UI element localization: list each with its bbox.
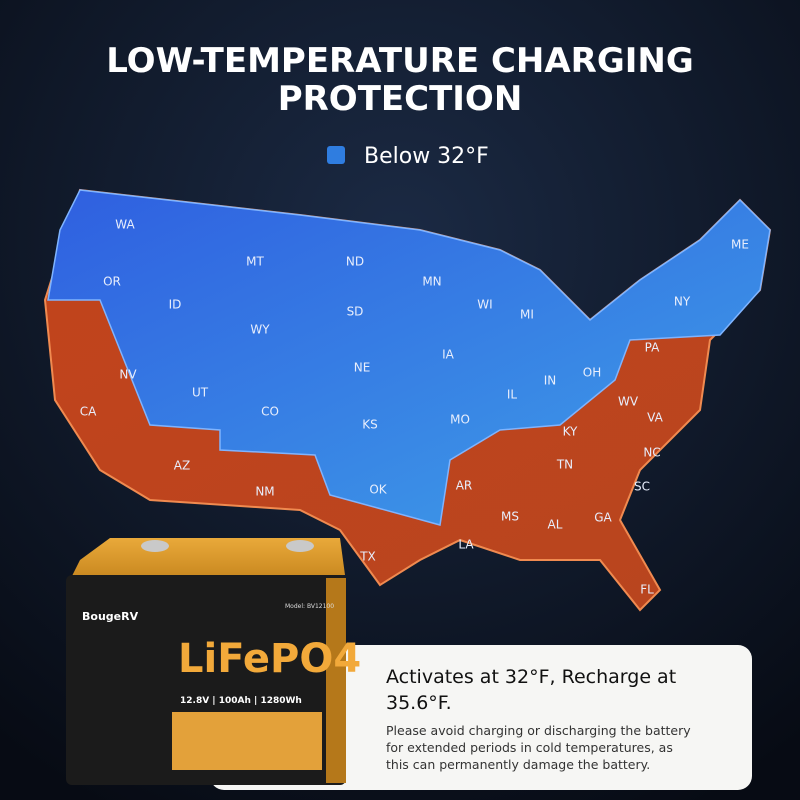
info-heading: Activates at 32°F, Recharge at [386,666,676,688]
terminal [286,540,314,552]
state-label: IA [442,348,455,362]
title: LOW-TEMPERATURE CHARGING PROTECTION [106,41,694,119]
battery-chemistry: LiFePO4 [178,636,361,682]
state-label: WY [250,323,270,337]
state-label: SC [634,480,650,494]
battery: BougeRV Model: BV12100 LiFePO4 12.8V | 1… [66,538,361,785]
map [43,188,772,612]
state-label: ID [169,298,182,312]
state-label: ME [731,238,749,252]
state-label: LA [458,538,474,552]
info-body: Please avoid charging or discharging the… [386,723,691,738]
title-line: LOW-TEMPERATURE CHARGING [106,41,694,81]
state-label: CO [261,405,279,419]
state-label: ND [346,255,364,269]
state-label: VA [647,411,663,425]
state-label: UT [192,386,209,400]
state-label: AR [456,479,473,493]
state-label: PA [645,341,660,355]
battery-brand: BougeRV [82,610,139,623]
battery-side [326,578,346,783]
state-label: GA [594,511,612,525]
battery-lid [70,538,345,580]
legend-label: Below 32°F [364,144,489,169]
state-label: OR [103,275,121,289]
terminal [141,540,169,552]
state-label: NM [255,485,274,499]
state-label: AL [548,518,563,532]
state-label: MN [422,275,441,289]
state-label: KY [563,425,578,439]
info-heading: 35.6°F. [386,692,452,714]
state-label: TN [556,458,573,472]
state-label: IL [507,388,518,402]
state-label: WV [618,395,639,409]
battery-specs: 12.8V | 100Ah | 1280Wh [180,696,302,706]
state-label: MO [450,413,470,427]
state-label: OK [369,483,387,497]
info-body: for extended periods in cold temperature… [386,740,673,755]
state-label: NV [119,368,137,382]
state-label: WA [115,218,135,232]
state-label: NC [643,446,660,460]
info-body: this can permanently damage the battery. [386,757,650,772]
cold-region [47,189,771,526]
state-label: TX [359,550,376,564]
state-label: IN [544,374,557,388]
state-label: OH [583,366,601,380]
state-label: MT [246,255,264,269]
state-label: MI [520,308,534,322]
title-line: PROTECTION [278,79,523,119]
state-label: WI [477,298,492,312]
state-label: FL [640,583,654,597]
state-label: SD [347,305,364,319]
legend-swatch [327,146,345,164]
state-labels: WA OR MT ND MN ID SD WI MI NY ME WY IA NE PA NV UT IN OH IL… [80,218,749,597]
battery-warning-label [172,712,322,770]
state-label: NE [354,361,371,375]
state-label: KS [362,418,378,432]
battery-model: Model: BV12100 [285,603,334,610]
state-label: NY [674,295,691,309]
state-label: MS [501,510,519,524]
state-label: CA [80,405,97,419]
state-label: AZ [174,459,190,473]
